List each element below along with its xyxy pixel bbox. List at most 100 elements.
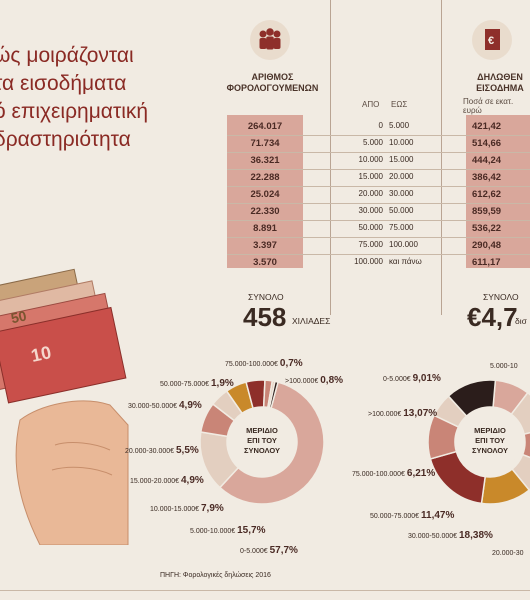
taxpayers-cell: 25.024: [250, 189, 280, 200]
divider: [330, 0, 331, 315]
range-to-cell: 30.000: [389, 189, 414, 198]
pie1-label-50-75k: 50.000-75.000€ 1,9%: [160, 378, 234, 389]
euro-document-icon: €: [472, 20, 512, 60]
income-cell: 612,62: [472, 189, 502, 200]
source-note: ΠΗΓΗ: Φορολογικές δηλώσεις 2016: [160, 572, 271, 579]
range-from-cell: 100.000: [354, 257, 383, 266]
income-unit-note: Ποσά σε εκατ. ευρώ: [463, 97, 514, 115]
income-cell: 859,59: [472, 206, 502, 217]
taxpayers-cell: 22.330: [250, 206, 280, 217]
total-taxpayers-value: 458: [243, 302, 287, 332]
row-divider: [227, 203, 530, 204]
pie1-label-5-10k: 5.000-10.000€ 15,7%: [190, 525, 266, 536]
range-to-cell: 5.000: [389, 121, 410, 130]
pie2-label-100k-plus: >100.000€ 13,07%: [368, 408, 438, 419]
donut-hole: [460, 412, 520, 472]
donut-hole: [232, 412, 292, 472]
donut-center-label: ΜΕΡΙΔΙΟ: [474, 426, 506, 435]
taxpayers-cell: 3.397: [253, 240, 277, 251]
row-divider: [227, 152, 530, 153]
pie-slice: [218, 381, 325, 505]
pie2-label-50-75k: 50.000-75.000€ 11,47%: [370, 510, 455, 521]
pie2-label-30-50k: 30.000-50.000€ 18,38%: [408, 530, 493, 541]
range-to-cell: 10.000: [389, 138, 414, 147]
range-from-cell: 5.000: [362, 138, 383, 147]
pie1-label-0-5k: 0-5.000€ 57,7%: [240, 545, 298, 556]
taxpayers-cell: 22.288: [250, 172, 280, 183]
pie2-label-75-100k: 75.000-100.000€ 6,21%: [352, 468, 436, 479]
income-cell: 514,66: [472, 138, 502, 149]
row-divider: [227, 220, 530, 221]
row-divider: [227, 135, 530, 136]
taxpayers-cell: 3.570: [253, 257, 277, 268]
range-from-cell: 30.000: [358, 206, 383, 215]
pie1-label-15-20k: 15.000-20.000€ 4,9%: [130, 475, 204, 486]
pie1-label-20-30k: 20.000-30.000€ 5,5%: [125, 445, 199, 456]
pie2-label-5-10k: 5.000-10: [490, 363, 518, 370]
range-from-cell: 15.000: [358, 172, 383, 181]
total-label-left: ΣΥΝΟΛΟ: [248, 292, 284, 302]
row-divider: [227, 186, 530, 187]
range-from-cell: 10.000: [358, 155, 383, 164]
pie1-label-100k-plus: >100.000€ 0,8%: [285, 375, 344, 386]
income-header: ΔΗΛΩΘΕΝ ΕΙΣΟΔΗΜΑ: [476, 72, 524, 93]
banknote-10: 10: [29, 342, 53, 366]
range-to-cell: 75.000: [389, 223, 414, 232]
divider: [441, 0, 442, 315]
range-from-cell: 50.000: [358, 223, 383, 232]
donut-center-label: ΕΠΙ ΤΟΥ: [247, 436, 277, 445]
pie1-label-75-100k: 75.000-100.000€ 0,7%: [225, 358, 303, 369]
range-to-cell: 20.000: [389, 172, 414, 181]
donut-center-label: ΜΕΡΙΔΙΟ: [246, 426, 278, 435]
pie2-label-0-5k: 0-5.000€ 9,01%: [383, 373, 441, 384]
income-cell: 444,24: [472, 155, 502, 166]
income-cell: 611,17: [472, 257, 501, 268]
taxpayers-cell: 8.891: [253, 223, 277, 234]
row-divider: [227, 237, 530, 238]
row-divider: [227, 254, 530, 255]
svg-text:€: €: [488, 35, 494, 47]
taxpayers-cell: 264.017: [247, 121, 283, 132]
pie-slice: [447, 379, 497, 418]
svg-text:50: 50: [9, 307, 28, 326]
bottom-rule: [0, 590, 530, 591]
range-to-cell: 15.000: [389, 155, 414, 164]
pie-slice: [268, 380, 279, 410]
income-cell: 421,42: [472, 121, 502, 132]
pie1-label-10-15k: 10.000-15.000€ 7,9%: [150, 503, 224, 514]
income-cell: 290,48: [472, 240, 502, 251]
people-icon: [250, 20, 290, 60]
range-from-cell: 0: [378, 121, 383, 130]
income-cell: 536,22: [472, 223, 502, 234]
taxpayers-header: ΑΡΙΘΜΟΣ ΦΟΡΟΛΟΓΟΥΜΕΝΩΝ: [226, 72, 319, 93]
from-header: ΑΠΟ: [362, 100, 380, 109]
page-title: ώς μοιράζονται τα εισοδήματα ό επιχειρημ…: [0, 42, 199, 154]
pie-slice: [510, 391, 530, 436]
pie1-label-30-50k: 30.000-50.000€ 4,9%: [128, 400, 202, 411]
income-cell: 386,42: [472, 172, 502, 183]
range-from-cell: 75.000: [358, 240, 383, 249]
pie-slice: [521, 432, 530, 459]
total-taxpayers-unit: ΧΙΛΙΑΔΕΣ: [292, 316, 331, 326]
range-to-cell: 100.000: [389, 240, 418, 249]
row-divider: [227, 169, 530, 170]
money-hand-illustration: 10 50: [0, 268, 129, 545]
income-band: [466, 115, 530, 268]
title-line-2: τα εισοδήματα: [0, 72, 127, 95]
donut-center-label: ΣΥΝΟΛΟΥ: [244, 446, 280, 455]
title-line-4: δραστηριότητα: [0, 128, 131, 151]
title-line-1: ώς μοιράζονται: [0, 44, 134, 67]
donut-center-label: ΣΥΝΟΛΟΥ: [472, 446, 508, 455]
taxpayers-cell: 71.734: [250, 138, 280, 149]
total-income-unit: δισ: [515, 316, 527, 326]
to-header: ΕΩΣ: [391, 100, 408, 109]
taxpayers-cell: 36.321: [250, 155, 280, 166]
donut-center-label: ΕΠΙ ΤΟΥ: [475, 436, 505, 445]
range-to-cell: 50.000: [389, 206, 414, 215]
taxpayers-band: [227, 115, 303, 268]
range-to-cell: και πάνω: [389, 257, 422, 266]
range-from-cell: 20.000: [358, 189, 383, 198]
total-label-right: ΣΥΝΟΛΟ: [483, 292, 519, 302]
